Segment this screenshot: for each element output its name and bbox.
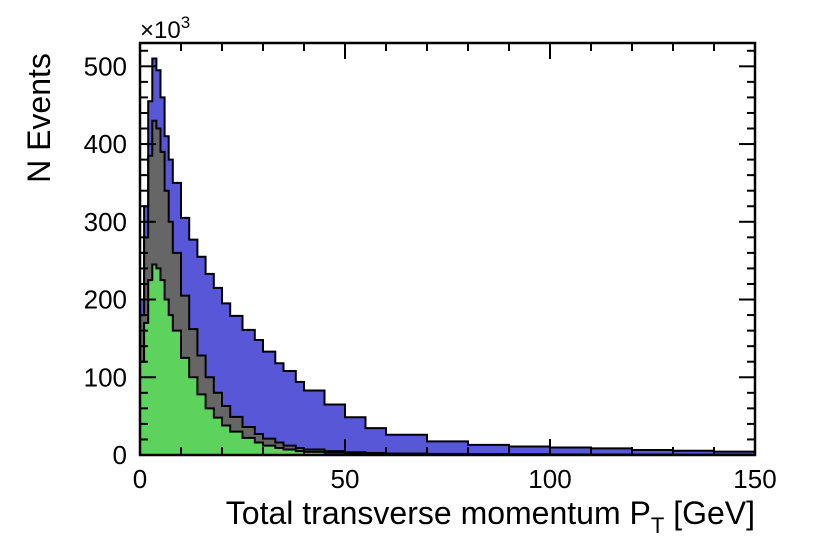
- y-tick-label: 300: [84, 207, 127, 237]
- x-tick-label: 50: [331, 464, 360, 494]
- stacked-areas: [140, 57, 756, 456]
- tick-labels: 0 50 100 150 0 100 200 300 400 500: [84, 51, 777, 494]
- y-tick-label: 100: [84, 362, 127, 392]
- series-outline-2: [140, 57, 756, 453]
- series-area-0: [140, 264, 755, 455]
- plot-frame: [138, 41, 757, 457]
- x-axis-label: Total transverse momentum PT [GeV]: [226, 495, 755, 538]
- axis-ticks: [139, 43, 756, 456]
- y-tick-label: 500: [84, 51, 127, 81]
- y-multiplier-label: ×103: [140, 13, 190, 44]
- series-area-2: [140, 58, 755, 455]
- x-tick-label: 100: [528, 464, 571, 494]
- y-tick-label: 200: [84, 285, 127, 315]
- y-tick-label: 0: [113, 440, 127, 470]
- y-tick-label: 400: [84, 129, 127, 159]
- x-tick-label: 150: [733, 464, 776, 494]
- y-axis-label: N Events: [21, 53, 57, 183]
- x-tick-label: 0: [133, 464, 147, 494]
